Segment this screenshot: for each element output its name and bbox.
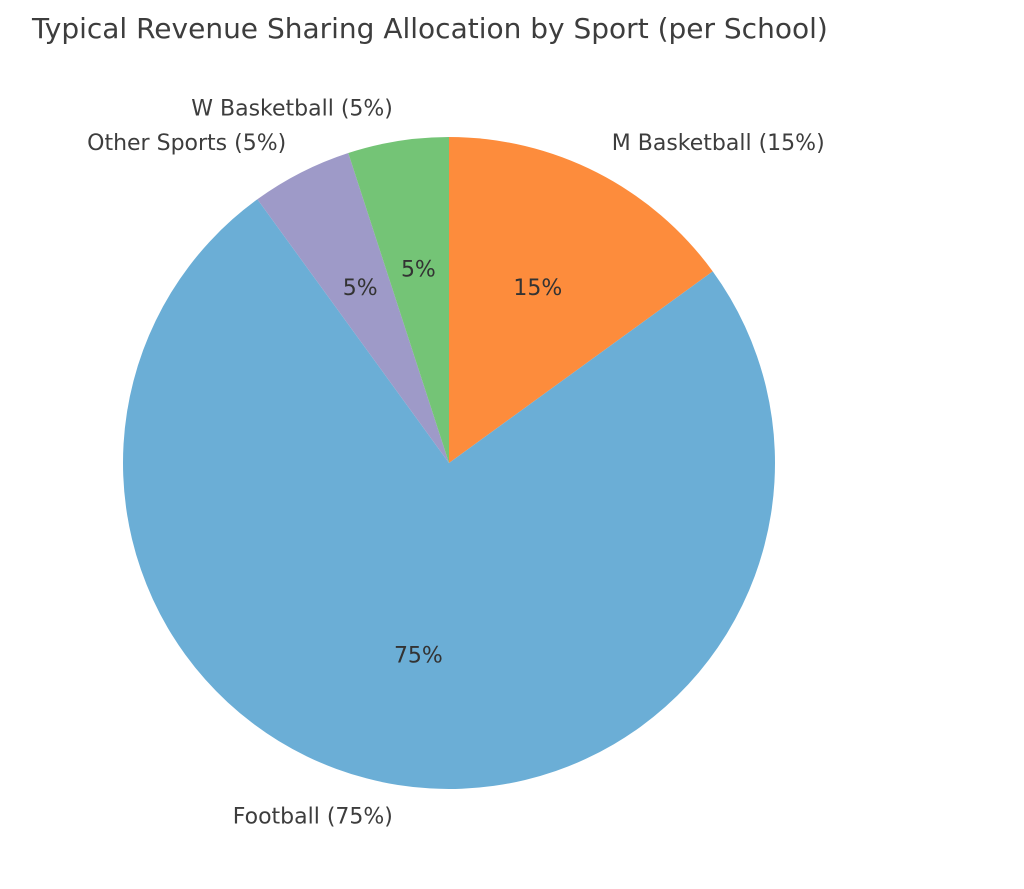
slice-label-other-sports: Other Sports (5%) xyxy=(87,131,286,156)
pie-slice-m-basketball xyxy=(449,137,713,463)
pie-slice-football xyxy=(123,199,776,789)
pct-label-m-basketball: 15% xyxy=(513,276,562,301)
pct-label-w-basketball: 5% xyxy=(401,257,436,282)
pie-slice-w-basketball xyxy=(348,137,449,463)
chart-title: Typical Revenue Sharing Allocation by Sp… xyxy=(32,12,828,45)
pie-slice-other-sports xyxy=(257,152,449,463)
pie-slices xyxy=(123,137,776,789)
pct-label-football: 75% xyxy=(394,644,443,669)
slice-label-m-basketball: M Basketball (15%) xyxy=(612,131,825,156)
pie-labels: 15% M Basketball (15%) 75% Football (75%) 5%… xyxy=(87,96,825,829)
slice-label-w-basketball: W Basketball (5%) xyxy=(191,96,393,121)
slice-label-football: Football (75%) xyxy=(233,805,393,830)
pct-label-other-sports: 5% xyxy=(343,276,378,301)
